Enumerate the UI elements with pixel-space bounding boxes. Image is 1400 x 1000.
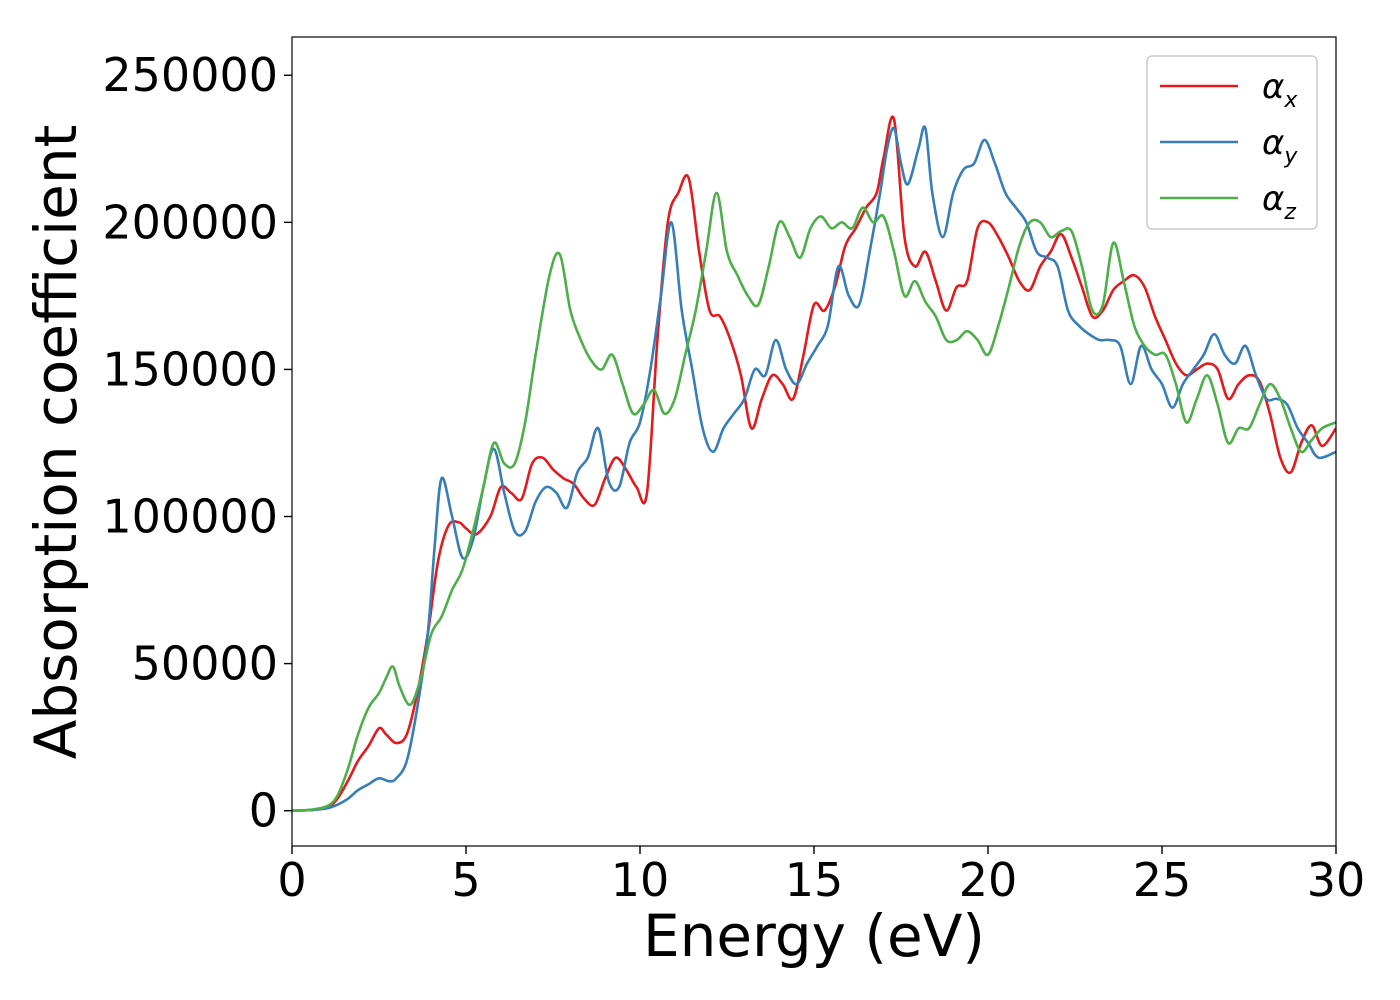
- y-tick-label: 150000: [102, 342, 278, 396]
- series-line-z: [292, 191, 1336, 812]
- y-tick-label: 50000: [132, 637, 278, 691]
- x-tick-label: 5: [451, 853, 480, 907]
- legend-label-y: αy: [1262, 123, 1298, 169]
- x-tick-label: 15: [785, 853, 844, 907]
- legend-items: αx αy αz: [1160, 67, 1298, 225]
- y-axis-title: Absorption coefficient: [22, 125, 90, 760]
- x-tick-label: 0: [277, 853, 306, 907]
- x-axis-title: Energy (eV): [643, 902, 985, 970]
- legend: αx αy αz: [1146, 55, 1318, 230]
- y-tick-label: 0: [249, 784, 278, 838]
- x-axis-ticks: 0 5 10 15 20 25 30: [277, 846, 1365, 907]
- legend-label-x: αx: [1262, 67, 1298, 113]
- y-tick-label: 250000: [102, 48, 278, 102]
- x-tick-label: 20: [959, 853, 1018, 907]
- series-layer: [292, 115, 1336, 812]
- y-tick-label: 100000: [102, 490, 278, 544]
- x-tick-label: 25: [1133, 853, 1192, 907]
- x-tick-label: 30: [1307, 853, 1366, 907]
- x-tick-label: 10: [611, 853, 670, 907]
- y-axis-ticks: 0 50000 100000 150000 200000 250000: [102, 48, 292, 838]
- legend-label-z: αz: [1262, 179, 1296, 225]
- y-tick-label: 200000: [102, 195, 278, 249]
